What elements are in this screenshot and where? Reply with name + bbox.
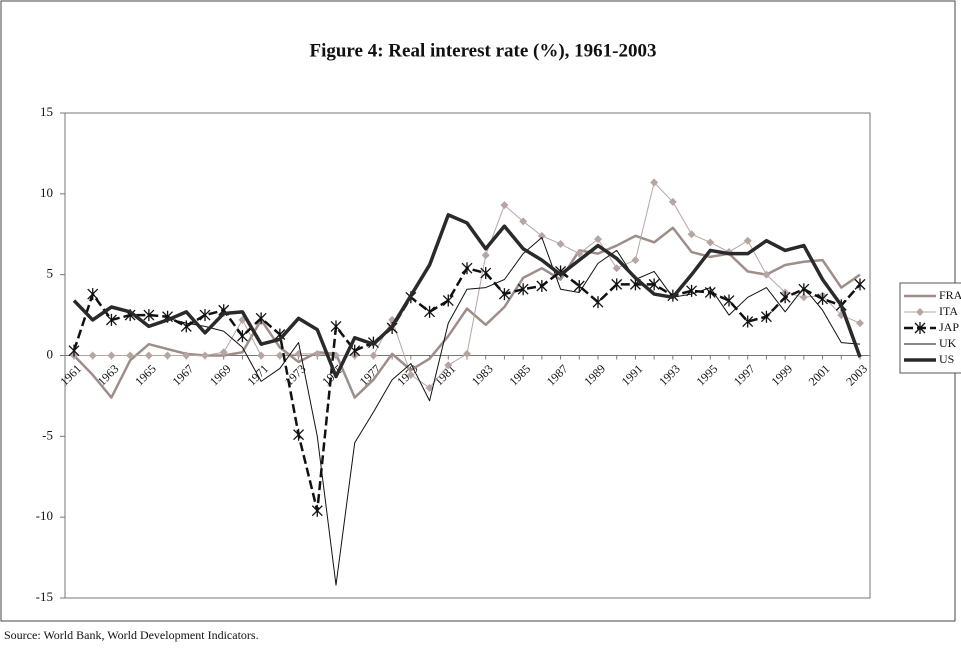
marker <box>182 351 191 360</box>
y-tick-label: -5 <box>42 427 53 442</box>
marker <box>856 319 864 328</box>
marker <box>914 322 926 334</box>
y-tick-label: 5 <box>47 266 54 281</box>
marker <box>219 348 228 357</box>
x-tick-label: 1997 <box>731 362 758 389</box>
marker <box>650 178 659 187</box>
marker <box>594 235 602 244</box>
marker <box>556 239 565 248</box>
marker <box>180 320 192 333</box>
legend-label: FRA <box>939 288 961 302</box>
marker <box>575 249 584 258</box>
marker <box>275 351 284 360</box>
marker <box>519 217 528 226</box>
marker <box>163 351 172 360</box>
legend-label: ITA <box>939 304 958 318</box>
y-tick-label: 10 <box>40 185 53 200</box>
marker <box>330 320 342 333</box>
x-tick-label: 1999 <box>768 362 795 389</box>
marker <box>425 383 434 392</box>
marker <box>126 351 135 360</box>
marker <box>257 351 266 360</box>
marker <box>144 351 153 360</box>
marker <box>611 278 623 291</box>
marker <box>255 312 267 325</box>
marker <box>143 309 155 322</box>
marker <box>463 349 471 358</box>
series-line <box>72 266 861 512</box>
x-tick-label: 1961 <box>57 362 84 389</box>
marker <box>779 291 791 304</box>
y-tick-label: -10 <box>36 508 53 523</box>
marker <box>313 349 322 358</box>
x-tick-label: 2001 <box>806 362 833 389</box>
y-tick-label: -15 <box>36 589 53 604</box>
marker <box>723 294 735 307</box>
marker <box>199 309 211 322</box>
marker <box>536 279 548 292</box>
x-tick-label: 1989 <box>581 362 608 389</box>
legend-label: UK <box>939 336 957 350</box>
x-tick-label: 1993 <box>656 362 683 389</box>
source: Source: World Bank, World Development In… <box>4 628 259 642</box>
marker <box>762 270 771 279</box>
marker <box>742 315 754 328</box>
x-tick-label: 1969 <box>207 362 234 389</box>
legend-label: US <box>939 352 954 366</box>
marker <box>517 283 529 296</box>
marker <box>854 278 866 291</box>
marker <box>236 330 248 343</box>
marker <box>442 294 454 307</box>
marker <box>88 351 97 360</box>
x-tick-label: 1967 <box>169 362 196 389</box>
marker <box>798 283 810 296</box>
marker <box>799 293 808 302</box>
marker <box>573 279 585 292</box>
marker <box>817 292 829 305</box>
marker <box>668 197 677 206</box>
marker <box>760 310 772 323</box>
y-tick-label: 15 <box>40 104 53 119</box>
y-tick-label: 0 <box>47 346 54 361</box>
x-tick-label: 1995 <box>693 362 720 389</box>
marker <box>592 296 604 309</box>
x-tick-label: 1983 <box>469 362 496 389</box>
marker <box>311 504 323 517</box>
marker <box>612 264 621 273</box>
marker <box>293 428 305 441</box>
marker <box>706 238 715 247</box>
marker <box>444 361 453 370</box>
marker <box>481 251 490 260</box>
marker <box>461 262 473 275</box>
marker <box>87 288 99 301</box>
marker <box>743 236 752 245</box>
marker <box>406 370 415 379</box>
marker <box>369 351 378 360</box>
x-tick-label: 1991 <box>619 362 646 389</box>
marker <box>480 267 492 280</box>
x-tick-label: 1985 <box>506 362 533 389</box>
x-tick-label: 2003 <box>843 362 870 389</box>
marker <box>68 344 80 357</box>
chart-title: Figure 4: Real interest rate (%), 1961-2… <box>309 40 656 61</box>
marker <box>500 201 509 210</box>
x-tick-label: 1965 <box>132 362 159 389</box>
marker <box>105 313 117 326</box>
marker <box>107 351 116 360</box>
marker <box>648 278 660 291</box>
legend-label: JAP <box>939 320 959 334</box>
marker <box>498 288 510 301</box>
series-line <box>167 236 861 586</box>
marker <box>631 256 640 265</box>
x-tick-label: 1987 <box>544 362 571 389</box>
marker <box>201 351 209 360</box>
marker <box>537 231 546 240</box>
marker <box>687 230 696 239</box>
series-line <box>72 213 862 379</box>
marker <box>916 308 924 316</box>
marker <box>424 305 436 318</box>
